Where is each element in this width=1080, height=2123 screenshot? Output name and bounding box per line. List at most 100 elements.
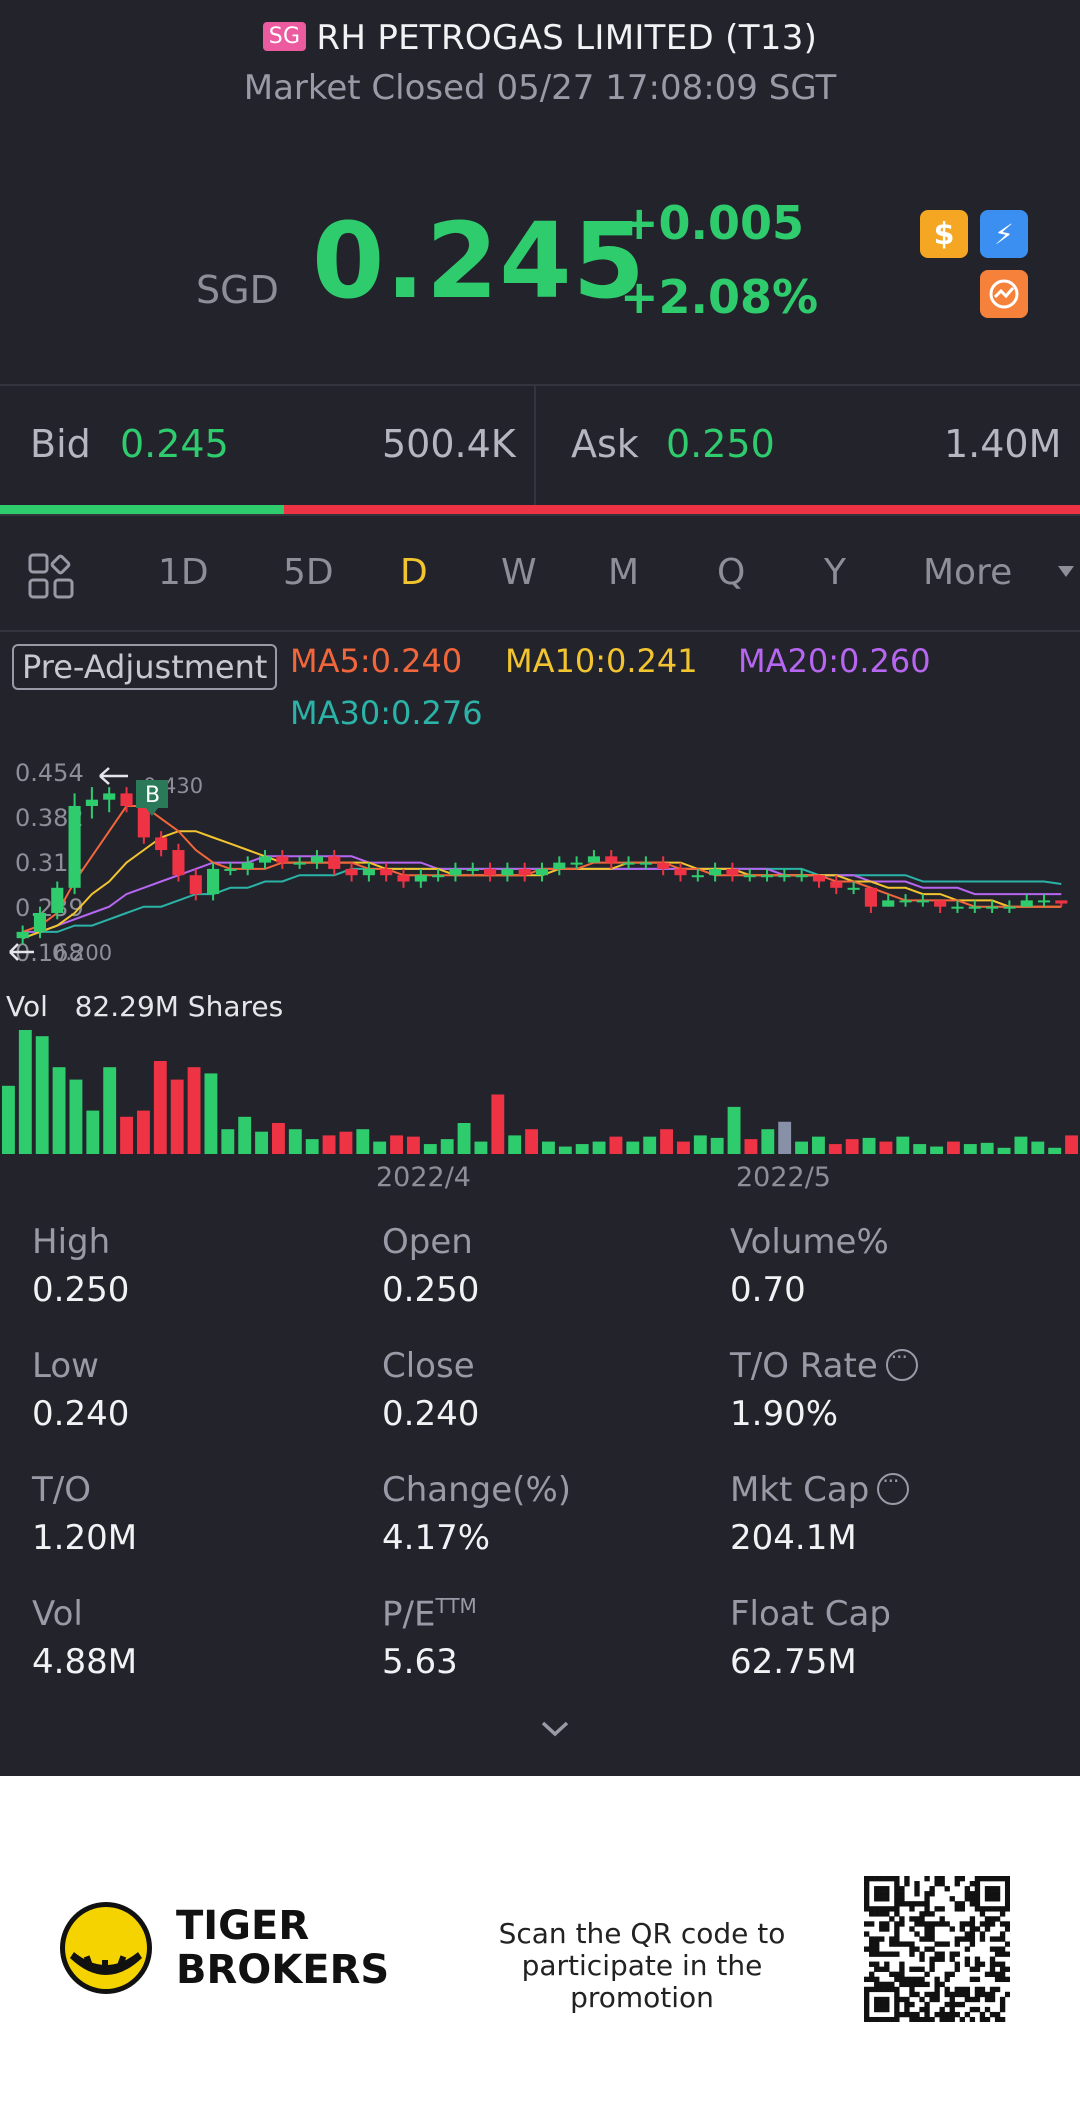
volume-bar xyxy=(86,1110,100,1154)
volume-bar xyxy=(542,1141,555,1154)
promo-line: participate in the promotion xyxy=(521,1949,763,2014)
info-icon[interactable] xyxy=(885,1345,918,1381)
candle xyxy=(760,875,774,878)
candle xyxy=(189,875,202,895)
volume-bar xyxy=(170,1079,184,1154)
volume-value: 82.29M Shares xyxy=(74,990,284,1023)
qr-code xyxy=(864,1876,1010,2022)
low-annotation: 0.200 xyxy=(52,941,112,965)
candle xyxy=(345,868,358,876)
stat-value: 1.90% xyxy=(730,1394,839,1434)
volume-bar xyxy=(609,1136,623,1154)
candle xyxy=(709,868,722,876)
bid-volume: 500.4K xyxy=(382,422,516,466)
candle xyxy=(501,868,514,876)
volume-bar xyxy=(626,1141,640,1154)
stat-value: 0.70 xyxy=(730,1270,806,1310)
volume-bar xyxy=(474,1141,488,1154)
left-arrow-icon xyxy=(9,943,34,961)
info-icon[interactable] xyxy=(877,1469,910,1505)
candle xyxy=(224,868,237,871)
volume-bar xyxy=(980,1142,994,1154)
buy-marker[interactable] xyxy=(136,780,168,816)
candle xyxy=(293,862,306,865)
stat-label: Change(%) xyxy=(382,1470,572,1510)
tab-1d[interactable]: 1D xyxy=(158,552,209,593)
volume-bar xyxy=(947,1141,960,1154)
volume-bar xyxy=(913,1144,927,1154)
stock-name: RH PETROGAS LIMITED (T13) xyxy=(316,18,818,58)
volume-bar xyxy=(187,1067,201,1154)
candle xyxy=(68,805,81,888)
x-axis-label: 2022/5 xyxy=(736,1162,831,1193)
volume-bar xyxy=(356,1129,370,1154)
stat-value: 1.20M xyxy=(32,1518,138,1558)
chart-circle-icon[interactable] xyxy=(980,270,1028,318)
candle xyxy=(466,868,479,871)
stat-value: 0.250 xyxy=(382,1270,480,1310)
stat-label: P/ETTM xyxy=(382,1594,477,1635)
candle xyxy=(33,912,47,932)
stat-label: Mkt Cap xyxy=(730,1469,910,1510)
volume-bar xyxy=(845,1139,859,1154)
dollar-icon[interactable]: $ xyxy=(920,210,968,258)
candle xyxy=(1003,906,1016,909)
candle xyxy=(812,875,826,882)
currency-label: SGD xyxy=(196,268,279,312)
candle xyxy=(639,862,652,865)
lightning-icon[interactable]: ⚡ xyxy=(980,210,1028,258)
layout-grid-icon[interactable] xyxy=(28,553,74,599)
volume-bar xyxy=(272,1123,285,1154)
stock-title: SG RH PETROGAS LIMITED (T13) xyxy=(0,18,1080,58)
candle xyxy=(934,900,947,907)
stat-value: 204.1M xyxy=(730,1518,857,1558)
candle xyxy=(847,887,860,890)
volume-bar xyxy=(508,1135,522,1154)
adjustment-toggle[interactable]: Pre-Adjustment xyxy=(12,644,278,690)
x-axis-label: 2022/4 xyxy=(376,1162,471,1193)
volume-bar xyxy=(120,1116,133,1154)
tab-more[interactable]: More xyxy=(923,552,1013,593)
stat-label: T/O xyxy=(32,1470,91,1510)
volume-bar xyxy=(221,1129,235,1154)
brand-line: TIGER xyxy=(176,1903,310,1949)
chevron-down-icon[interactable] xyxy=(1058,566,1074,577)
volume-bar xyxy=(997,1147,1011,1154)
volume-bar xyxy=(204,1073,218,1154)
volume-bar xyxy=(1031,1141,1045,1154)
candle xyxy=(587,856,600,863)
tab-5d[interactable]: 5D xyxy=(283,552,334,593)
candle xyxy=(951,906,964,909)
candle xyxy=(657,862,670,869)
volume-bar xyxy=(407,1136,420,1154)
stat-label: T/O Rate xyxy=(730,1345,918,1386)
stat-label: Float Cap xyxy=(730,1594,891,1634)
tab-w[interactable]: W xyxy=(501,552,537,593)
volume-bar xyxy=(423,1144,437,1154)
tab-m[interactable]: M xyxy=(608,552,640,593)
candle xyxy=(1037,900,1051,903)
candle xyxy=(553,862,566,869)
last-price: 0.245 xyxy=(312,200,646,322)
tab-d[interactable]: D xyxy=(400,552,428,593)
volume-bar xyxy=(457,1123,471,1154)
volume-bar xyxy=(52,1067,66,1154)
volume-bar xyxy=(592,1141,606,1154)
candle xyxy=(380,868,393,876)
y-axis-tick: 0.454 xyxy=(15,759,84,787)
volume-bar xyxy=(1065,1135,1078,1154)
ma5-label: MA5:0.240 xyxy=(290,642,463,680)
tab-y[interactable]: Y xyxy=(824,552,846,593)
volume-bar xyxy=(440,1139,454,1154)
volume-bar xyxy=(677,1141,690,1154)
tab-q[interactable]: Q xyxy=(717,552,746,593)
stat-value: 0.240 xyxy=(32,1394,130,1434)
candle xyxy=(241,862,254,869)
brand-name: TIGER BROKERS xyxy=(176,1904,389,1992)
volume-bar xyxy=(525,1129,538,1154)
candle xyxy=(726,868,739,876)
candle xyxy=(16,931,29,939)
expand-chevron-icon[interactable] xyxy=(540,1720,570,1738)
stat-label: High xyxy=(32,1222,111,1262)
